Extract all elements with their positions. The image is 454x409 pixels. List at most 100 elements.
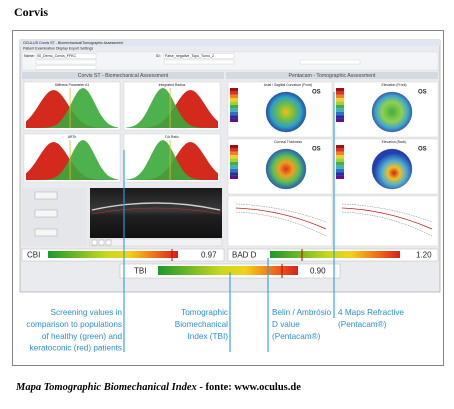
color-scale bbox=[230, 158, 238, 162]
color-scale bbox=[230, 101, 238, 105]
distribution-green bbox=[26, 88, 118, 128]
bad-label: BAD D bbox=[232, 251, 257, 260]
color-scale bbox=[336, 98, 344, 102]
color-scale bbox=[336, 88, 344, 92]
color-scale bbox=[230, 94, 238, 99]
color-scale bbox=[336, 105, 344, 109]
tbi-label: TBI bbox=[134, 267, 146, 276]
annotation: of healthy (green) and bbox=[42, 332, 123, 341]
distribution-green bbox=[126, 88, 218, 128]
bad-value: 1.20 bbox=[416, 251, 432, 260]
color-scale bbox=[230, 88, 238, 92]
distribution-red bbox=[126, 90, 218, 128]
color-scale bbox=[230, 151, 238, 156]
menu-bar[interactable]: Patient Examination Display Export Setti… bbox=[23, 46, 93, 50]
field-label: Name: bbox=[24, 54, 35, 58]
annotation: (Pentacam®) bbox=[338, 320, 387, 329]
graph-band bbox=[235, 203, 327, 223]
annotation: Belin / Ambrósio bbox=[272, 308, 332, 317]
color-scale bbox=[336, 168, 344, 173]
distribution-red bbox=[126, 142, 218, 180]
caption: Mapa Tomographic Biomechanical Index - f… bbox=[15, 382, 301, 393]
graph-frame bbox=[227, 195, 333, 247]
color-scale bbox=[336, 94, 344, 99]
plot-title: ARTh bbox=[68, 135, 77, 139]
graph-curve bbox=[235, 207, 327, 230]
title: Corvis bbox=[14, 5, 48, 19]
color-scale bbox=[230, 115, 238, 119]
color-scale bbox=[336, 91, 344, 95]
patient-name: 00_Demo_Corvis_FFKC bbox=[37, 54, 77, 58]
plot-title: DA Ratio bbox=[165, 135, 178, 139]
annotation: Index (TBI) bbox=[188, 332, 229, 341]
eye-label: OS bbox=[312, 147, 321, 153]
color-scale bbox=[230, 172, 238, 176]
color-scale bbox=[230, 155, 238, 159]
map bbox=[265, 148, 307, 190]
color-scale bbox=[336, 158, 344, 162]
plot-title: Integrated Radius bbox=[159, 83, 186, 87]
eye-label: OS bbox=[418, 90, 427, 96]
eye-label: OS bbox=[312, 90, 321, 96]
color-scale bbox=[230, 105, 238, 109]
annotation: D value bbox=[272, 320, 300, 329]
graph-frame bbox=[333, 195, 439, 247]
color-scale bbox=[336, 145, 344, 149]
cbi-value: 0.97 bbox=[201, 251, 217, 260]
color-scale bbox=[336, 101, 344, 105]
annotation: 4 Maps Refractive bbox=[338, 308, 404, 317]
color-scale bbox=[230, 148, 238, 152]
field-label: ID: bbox=[156, 54, 161, 58]
tbi-value: 0.90 bbox=[310, 267, 326, 276]
screenshot: OCULUS Corvis ST - Biomechanical/Tomogra… bbox=[19, 39, 441, 293]
annotation: keratoconic (red) patients bbox=[30, 344, 122, 353]
color-scale bbox=[230, 108, 238, 112]
caption-bold: - fonte: www.oculus.de bbox=[197, 382, 301, 393]
map-title: Elevation (Back) bbox=[382, 140, 407, 144]
color-scale bbox=[230, 162, 238, 166]
color-scale bbox=[336, 111, 344, 116]
panel-title: Pentacam - Tomographic Assessment bbox=[289, 73, 377, 79]
map-title: Axial / Sagittal Curvature (Front) bbox=[264, 83, 312, 87]
distribution-green bbox=[26, 140, 118, 180]
annotation: comparison to populations bbox=[26, 320, 122, 329]
cbi-label: CBI bbox=[27, 251, 40, 260]
graph-curve bbox=[341, 207, 433, 230]
distribution-green bbox=[126, 140, 218, 180]
color-scale bbox=[230, 111, 238, 116]
window-title: OCULUS Corvis ST - Biomechanical/Tomogra… bbox=[23, 41, 123, 45]
annotation: (Pentacam®) bbox=[272, 332, 321, 341]
color-scale bbox=[336, 148, 344, 152]
map bbox=[371, 148, 413, 190]
color-scale bbox=[336, 155, 344, 159]
map bbox=[265, 91, 307, 133]
distribution-red bbox=[26, 142, 118, 180]
figure-frame bbox=[12, 30, 444, 366]
color-scale bbox=[336, 151, 344, 156]
color-scale bbox=[336, 162, 344, 166]
map bbox=[371, 91, 413, 133]
callout-lines bbox=[123, 92, 335, 352]
annotation: Screening values in bbox=[51, 308, 123, 317]
map-title: Elevation (Front) bbox=[381, 83, 406, 87]
color-scale bbox=[336, 118, 344, 122]
caption-italic: Mapa Tomographic Biomechanical Index bbox=[15, 382, 197, 393]
panel-title: Corvis ST - Biomechanical Assessment bbox=[78, 73, 169, 79]
map-title: Corneal Thickness bbox=[274, 140, 302, 144]
color-scale bbox=[336, 175, 344, 179]
color-scale bbox=[336, 108, 344, 112]
color-scale bbox=[230, 175, 238, 179]
color-scale bbox=[230, 165, 238, 169]
patient-id: False_negative_Topo_Tomo_2 bbox=[165, 54, 214, 58]
color-scale bbox=[230, 145, 238, 149]
annotation: Tomographic bbox=[181, 308, 228, 317]
color-scale bbox=[230, 118, 238, 122]
color-scale bbox=[230, 98, 238, 102]
color-scale bbox=[336, 165, 344, 169]
color-scale bbox=[336, 115, 344, 119]
distribution-red bbox=[26, 90, 118, 128]
graph-band bbox=[341, 203, 433, 223]
color-scale bbox=[230, 91, 238, 95]
annotation: Biomechanical bbox=[175, 320, 228, 329]
